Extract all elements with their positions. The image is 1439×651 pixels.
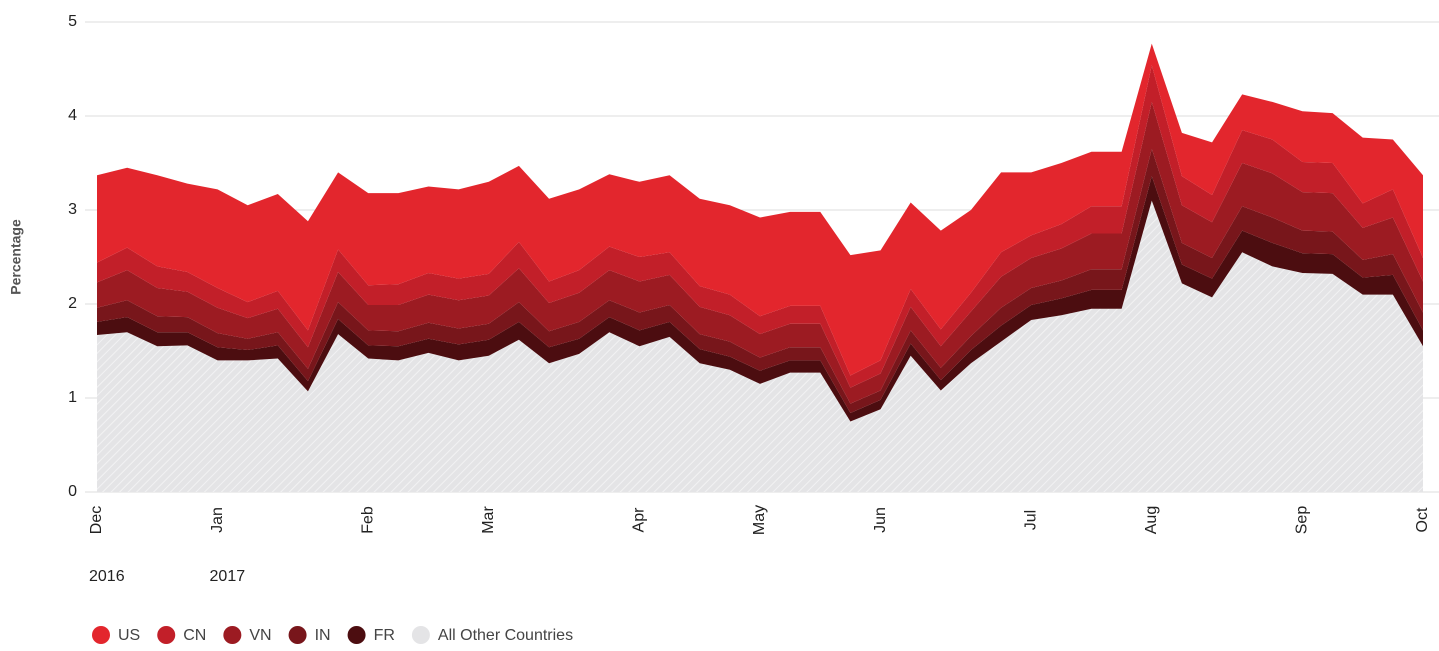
legend-item: All Other Countries — [411, 626, 573, 644]
area — [97, 176, 1423, 422]
legend-swatch — [411, 626, 430, 644]
area — [97, 65, 1423, 388]
x-tick-label: Jan — [209, 507, 226, 533]
legend-swatch — [347, 626, 366, 644]
legend-item: US — [92, 626, 140, 644]
legend-swatch — [223, 626, 242, 644]
x-tick-label: May — [751, 505, 768, 535]
area — [97, 43, 1423, 376]
legend-label: CN — [183, 627, 206, 644]
legend-item: VN — [223, 626, 272, 644]
y-axis-title: Percentage — [8, 219, 24, 295]
legend-label: All Other Countries — [438, 627, 573, 644]
legend-label: FR — [374, 627, 395, 644]
area — [97, 148, 1423, 414]
legend-item: CN — [157, 626, 206, 644]
area — [97, 200, 1423, 492]
x-tick-label: Mar — [480, 506, 497, 534]
x-tick-label: Jun — [872, 507, 889, 533]
y-tick-label: 1 — [68, 389, 77, 406]
y-tick-label: 4 — [68, 107, 77, 124]
area — [97, 101, 1423, 404]
x-year-label: 2017 — [210, 568, 246, 585]
x-year-label: 2016 — [89, 568, 125, 585]
x-tick-label: Aug — [1143, 506, 1160, 534]
legend-item: IN — [288, 626, 331, 644]
legend-swatch — [92, 626, 110, 644]
legend-label: IN — [315, 627, 331, 644]
x-tick-label: Jul — [1022, 510, 1039, 530]
y-tick-label: 0 — [68, 483, 77, 500]
legend-swatch — [288, 626, 307, 644]
legend-label: US — [118, 627, 140, 644]
legend-label: VN — [249, 627, 271, 644]
x-tick-label: Sep — [1294, 506, 1311, 535]
y-tick-label: 5 — [68, 13, 77, 30]
legend-item: FR — [347, 626, 395, 644]
x-tick-label: Oct — [1414, 507, 1431, 532]
x-tick-label: Apr — [631, 507, 648, 533]
x-tick-label: Dec — [88, 506, 105, 534]
y-tick-label: 2 — [68, 295, 77, 312]
x-tick-label: Feb — [359, 506, 376, 534]
legend-swatch — [157, 626, 176, 644]
y-tick-label: 3 — [68, 201, 77, 218]
